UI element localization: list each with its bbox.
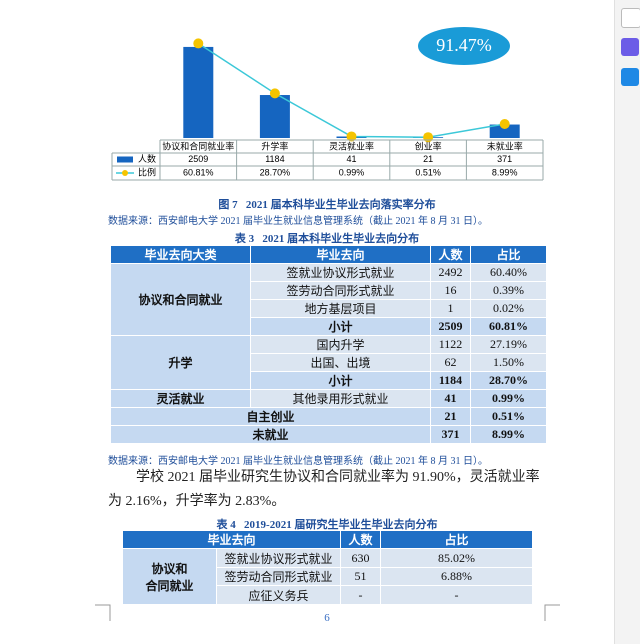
category-label: 协议和合同就业率 [162,140,234,151]
source-note: 数据来源：西安邮电大学 2021 届毕业生就业信息管理系统（截止 2021 年 … [108,456,488,467]
cell: 1184 [430,371,471,390]
cell: 协议和 合同就业 [122,548,217,605]
cell: 签就业协议形式就业 [215,548,342,568]
cell: 60.81% [470,317,547,336]
cell: 1.50% [470,353,547,372]
cell: 41 [430,389,471,408]
cell: 8.99% [470,425,547,444]
cell: 小计 [250,371,431,390]
legend-swatch [117,156,133,163]
cell: 2509 [430,317,471,336]
cell: 未就业 [110,425,431,444]
header-cell: 占比 [380,530,534,549]
page-number: 6 [324,612,330,624]
sidebar-button[interactable] [621,68,639,86]
point [269,88,280,99]
annotation: 91.47% [436,35,492,55]
cell: 签劳动合同形式就业 [250,281,431,300]
point [193,38,204,49]
data-label: 8.99% [492,167,518,177]
table-title: 表 4 2019-2021 届研究生毕业生毕业去向分布 [216,519,438,531]
cell: 国内升学 [250,335,431,354]
figure-caption: 图 7 2021 届本科毕业生毕业去向落实率分布 [218,199,436,211]
cell: 6.88% [380,567,534,586]
cell: 应征义务兵 [215,585,342,605]
cell: 其他录用形式就业 [250,389,431,408]
cell: 升学 [110,335,251,390]
cell: 371 [430,425,471,444]
table-title: 表 3 2021 届本科毕业生毕业去向分布 [234,233,420,245]
cell: 21 [430,407,471,426]
category-label: 灵活就业率 [329,140,374,151]
point [499,119,510,130]
data-label: 28.70% [260,167,291,177]
table: 毕业去向大类 毕业去向 人数 占比 协议和合同就业 签就业协议形式就业 2492 60.40… [110,245,547,444]
cell: 灵活就业 [110,389,251,408]
data-label: 41 [346,154,356,164]
cell: 27.19% [470,335,547,354]
cell: 0.51% [470,407,547,426]
data-label: 2509 [188,154,208,164]
point [346,131,357,142]
bar [489,124,520,138]
cell: 0.02% [470,299,547,318]
cell: 28.70% [470,371,547,390]
bar [259,95,290,138]
page-corners [95,604,560,621]
cell: - [340,585,382,605]
header-cell: 占比 [470,245,547,264]
data-label: 21 [423,154,433,164]
source-note: 数据来源：西安邮电大学 2021 届毕业生就业信息管理系统（截止 2021 年 … [108,216,488,227]
header-cell: 人数 [430,245,471,264]
cell: 协议和合同就业 [110,263,251,336]
paragraph: 学校 2021 届毕业研究生协议和合同就业率为 91.90%，灵活就业率为 2.… [108,470,540,509]
sidebar-button[interactable] [621,8,640,28]
cell: 60.40% [470,263,547,282]
cell: 签劳动合同形式就业 [215,567,342,586]
data-label: 0.99% [339,167,365,177]
cell: 小计 [250,317,431,336]
cell: 出国、出境 [250,353,431,372]
cell: 0.99% [470,389,547,408]
corner-mark [95,604,111,621]
cell: 630 [340,548,382,568]
cell: 自主创业 [110,407,431,426]
data-label: 60.81% [183,167,214,177]
header-cell: 人数 [340,530,382,549]
legend-swatch [122,170,128,176]
header-cell: 毕业去向 [121,530,342,549]
data-label: 1184 [265,154,284,164]
legend-label: 比例 [138,166,156,177]
cell: 51 [340,567,382,586]
cell: 16 [430,281,471,300]
cell: 85.02% [380,548,534,568]
cell: 地方基层项目 [250,299,431,318]
category-label: 升学率 [261,140,288,151]
header-cell: 毕业去向大类 [110,245,251,264]
annotation-bubble [418,27,510,65]
category-label: 创业率 [415,140,442,151]
header-cell: 毕业去向 [250,245,431,264]
cell: 0.39% [470,281,547,300]
category-label: 未就业率 [487,140,523,151]
corner-mark [544,604,560,621]
cell: 1 [430,299,471,318]
data-label: 371 [497,154,512,164]
cell: 62 [430,353,471,372]
cell: - [380,585,534,605]
cell: 1122 [430,335,471,354]
table: 毕业去向 人数 占比 协议和 合同就业 签就业协议形式就业 630 85.02% 签劳动合… [121,530,534,605]
sidebar [614,0,640,644]
cell: 签就业协议形式就业 [250,263,431,282]
bar [183,46,214,138]
cell: 2492 [430,263,471,282]
data-label: 0.51% [415,167,441,177]
sidebar-button[interactable] [621,38,639,56]
legend-label: 人数 [138,153,156,164]
